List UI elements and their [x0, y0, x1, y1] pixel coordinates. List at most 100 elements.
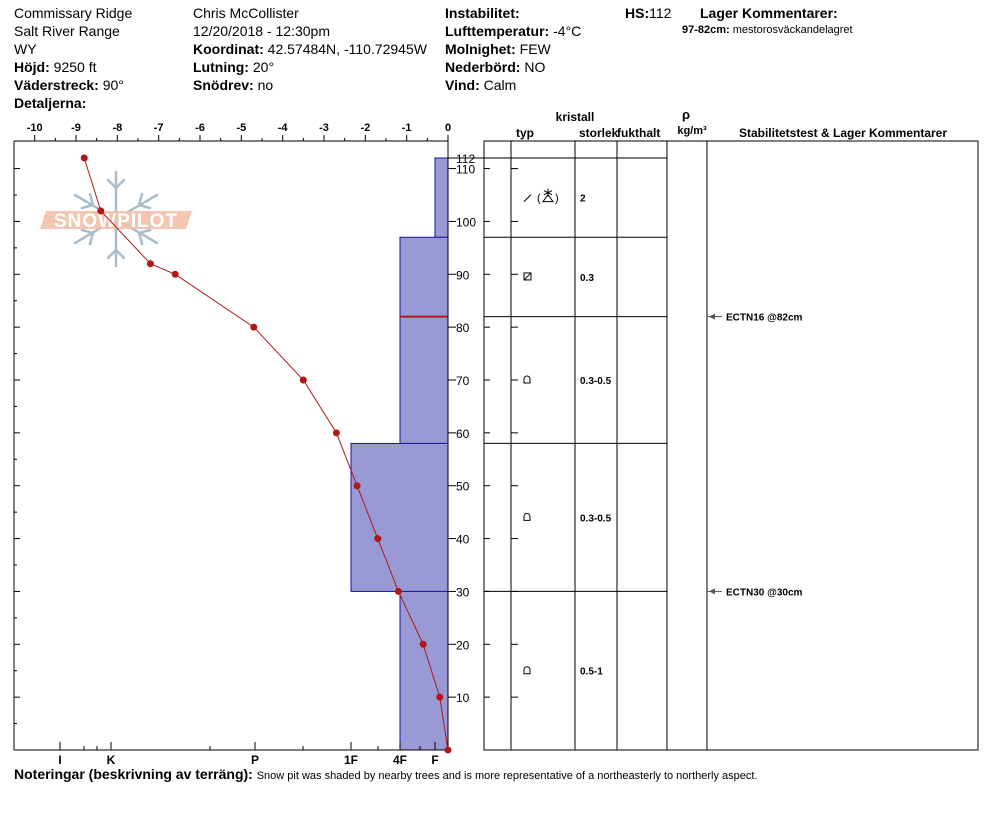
observer-name: Chris McCollister [193, 5, 299, 21]
layer-comment-range: 97-82cm: [682, 24, 730, 36]
height-tick-label: 80 [456, 321, 470, 335]
aspect-value: 90° [102, 77, 124, 93]
temperature-point [374, 535, 382, 543]
temperature-point [419, 640, 427, 648]
height-tick-label: 50 [456, 480, 470, 494]
logo-text: SNOWPILOT [54, 211, 178, 232]
crystal-size-label: 0.5-1 [580, 667, 603, 678]
hardness-tick-label: F [431, 753, 438, 767]
notes-label: Noteringar (beskrivning av terräng): [14, 766, 253, 782]
hs-value: 112 [649, 5, 672, 21]
hs: HS:112 [625, 4, 671, 22]
observation-datetime: 12/20/2018 - 12:30pm [193, 23, 330, 39]
temperature-axis: -10 -9 -8 -7 -6 -5 -4 -3 -2 -1 0 [27, 122, 451, 141]
stability-arrow-head [709, 313, 715, 320]
notes-text: Snow pit was shaded by nearby trees and … [256, 770, 758, 782]
hardness-tick-label: I [58, 753, 61, 767]
height-tick-label: 60 [456, 427, 470, 441]
crystal-size-label: 2 [580, 194, 586, 205]
hardness-tick-label: K [107, 753, 116, 767]
elevation: Höjd: 9250 ft [14, 58, 96, 76]
precipitation-particle-icon [543, 190, 553, 196]
temperature-point [353, 482, 361, 490]
hardness-bar-58-97 [399, 236, 449, 444]
layer-comment: 97-82cm: mestorosväckandelagret [682, 24, 853, 36]
height-tick-label: 20 [456, 638, 470, 652]
crystal-type-RG [523, 375, 531, 384]
rounded-grain-icon [523, 375, 531, 384]
snowpilot-logo: SNOWPILOT [40, 170, 192, 268]
table-border [483, 140, 979, 751]
hardness-bar-97-112 [434, 157, 449, 238]
notes: Noteringar (beskrivning av terräng): Sno… [14, 766, 758, 782]
elevation-value: 9250 ft [53, 59, 97, 75]
coord-value: 42.57484N, -110.72945W [267, 41, 427, 57]
temp-tick-label: -7 [154, 122, 164, 134]
hardness-axis: I K P 1F 4F F [58, 742, 439, 767]
rounded-grain-icon [523, 513, 531, 521]
coord-label: Koordinat: [193, 41, 264, 57]
paren-open: ( [537, 193, 541, 205]
height-tick-label: 100 [456, 215, 476, 229]
faceted-crystal-icon [523, 272, 532, 281]
size-header: storlek [579, 126, 619, 140]
crystal-size-label: 0.3-0.5 [580, 513, 612, 524]
temp-tick-label: -10 [27, 122, 43, 134]
stability-test-label: ECTN16 @82cm [726, 313, 803, 324]
temperature-point [250, 323, 258, 331]
temp-tick-label: -4 [278, 122, 289, 134]
type-header: typ [516, 126, 534, 140]
temp-tick-label: -5 [236, 122, 246, 134]
details-label: Detaljerna: [14, 95, 87, 111]
precipitation-particle-icon [542, 193, 554, 203]
location-name: Commissary Ridge [14, 5, 133, 21]
wind: Vind: Calm [445, 76, 516, 94]
decomposing-fragment-icon [523, 194, 532, 202]
blowing-value: no [257, 77, 274, 93]
hardness-tick-label: P [251, 753, 259, 767]
paren-close: ) [555, 193, 559, 205]
temperature-profile [80, 154, 452, 754]
stability-header: Stabilitetstest & Lager Kommentarer [739, 126, 947, 140]
stability-arrow-head [709, 588, 715, 595]
crystal-type-DF/PP: () [523, 188, 559, 205]
temp-tick-label: -6 [195, 122, 205, 134]
coordinates: Koordinat: 42.57484N, -110.72945W [193, 40, 427, 58]
sky-label: Molnighet: [445, 41, 516, 57]
air-temperature: Lufttemperatur: -4°C [445, 22, 581, 40]
state-name: WY [14, 41, 37, 57]
hardness-tick-label: 1F [344, 753, 358, 767]
hardness-bar-0-30 [399, 590, 449, 751]
hardness-bars [350, 157, 449, 751]
aspect: Väderstreck: 90° [14, 76, 124, 94]
range-name: Salt River Range [14, 23, 120, 39]
height-tick-label: 90 [456, 268, 470, 282]
blowing-label: Snödrev: [193, 77, 254, 93]
temperature-point [436, 693, 444, 701]
temperature-point [394, 587, 402, 595]
precip-value: NO [524, 59, 546, 75]
temperature-point [146, 260, 154, 268]
height-tick-label: 110 [456, 163, 475, 177]
hs-tick-label: 112 [456, 152, 475, 166]
slope-label: Lutning: [193, 59, 249, 75]
wind-value: Calm [483, 77, 517, 93]
temp-tick-label: 0 [445, 122, 451, 134]
temp-tick-label: -8 [112, 122, 122, 134]
blowing-snow: Snödrev: no [193, 76, 273, 94]
layer-table: () 2 0.3 0.3-0.5 0.3-0.5 0.5-1 ECTN16 @82cm ECT… [483, 140, 979, 751]
temperature-frame [13, 140, 449, 751]
stability-test-label: ECTN30 @30cm [726, 587, 803, 598]
temp-tick-label: -1 [402, 122, 412, 134]
crystal-header: kristall [556, 110, 595, 124]
faceted-crystal-icon [523, 272, 532, 281]
height-tick-label: 70 [456, 374, 470, 388]
layer-comment-text: mestorosväckandelagret [732, 24, 853, 36]
crystal-type-RG [523, 666, 531, 675]
temperature-point [299, 376, 307, 384]
sky-value: FEW [519, 41, 551, 57]
height-tick-label: 10 [456, 691, 470, 705]
temp-tick-label: -9 [71, 122, 81, 134]
rounded-grain-icon [523, 666, 531, 675]
